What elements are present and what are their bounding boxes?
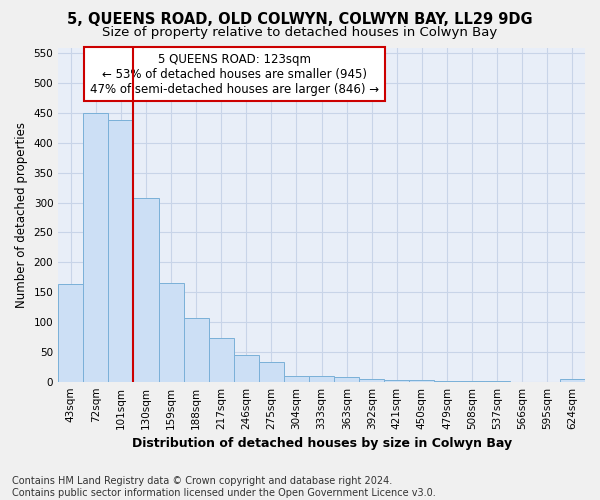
Bar	[485, 381, 510, 382]
Bar	[133, 198, 158, 382]
Bar	[259, 362, 284, 382]
Text: 5 QUEENS ROAD: 123sqm
← 53% of detached houses are smaller (945)
47% of semi-det: 5 QUEENS ROAD: 123sqm ← 53% of detached …	[90, 52, 379, 96]
X-axis label: Distribution of detached houses by size in Colwyn Bay: Distribution of detached houses by size …	[131, 437, 512, 450]
Bar	[109, 120, 133, 382]
Bar	[284, 376, 309, 382]
Bar	[409, 380, 434, 382]
Bar	[434, 381, 460, 382]
Bar	[184, 318, 209, 382]
Text: Contains HM Land Registry data © Crown copyright and database right 2024.
Contai: Contains HM Land Registry data © Crown c…	[12, 476, 436, 498]
Bar	[334, 377, 359, 382]
Bar	[560, 380, 585, 382]
Bar	[209, 338, 234, 382]
Bar	[83, 113, 109, 382]
Text: Size of property relative to detached houses in Colwyn Bay: Size of property relative to detached ho…	[103, 26, 497, 39]
Bar	[460, 381, 485, 382]
Bar	[359, 378, 385, 382]
Bar	[234, 356, 259, 382]
Bar	[58, 284, 83, 382]
Bar	[309, 376, 334, 382]
Bar	[158, 283, 184, 382]
Bar	[385, 380, 409, 382]
Y-axis label: Number of detached properties: Number of detached properties	[15, 122, 28, 308]
Text: 5, QUEENS ROAD, OLD COLWYN, COLWYN BAY, LL29 9DG: 5, QUEENS ROAD, OLD COLWYN, COLWYN BAY, …	[67, 12, 533, 28]
